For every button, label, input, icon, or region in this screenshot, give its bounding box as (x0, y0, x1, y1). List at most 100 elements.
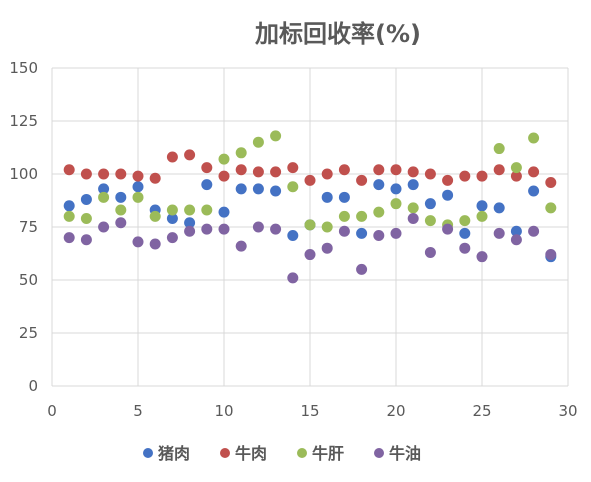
data-point (356, 174, 368, 186)
data-point (373, 164, 385, 176)
legend-item: 牛肉 (220, 444, 267, 463)
x-tick-label: 5 (133, 402, 143, 420)
data-point (545, 176, 557, 188)
x-tick-label: 20 (386, 402, 405, 420)
data-point (321, 168, 333, 180)
data-point (80, 168, 92, 180)
data-point (459, 242, 471, 254)
data-point (80, 193, 92, 205)
data-point (98, 168, 110, 180)
data-point (321, 221, 333, 233)
data-point (304, 249, 316, 261)
legend-marker (297, 448, 307, 458)
series-3 (63, 130, 557, 233)
data-point (356, 210, 368, 222)
data-point (459, 227, 471, 239)
data-point (493, 143, 505, 155)
data-point (528, 132, 540, 144)
axis-ticks: 0 25 50 75 100 125 150 0 5 10 15 20 25 30 (9, 59, 577, 420)
data-point (407, 213, 419, 225)
gridlines (51, 67, 569, 387)
legend-marker (374, 448, 384, 458)
data-point (235, 147, 247, 159)
x-tick-label: 10 (214, 402, 233, 420)
data-point (338, 164, 350, 176)
legend-label: 牛肉 (235, 444, 267, 463)
data-point (373, 229, 385, 241)
data-point (287, 162, 299, 174)
data-point (235, 164, 247, 176)
data-point (149, 210, 161, 222)
data-point (235, 240, 247, 252)
data-point (321, 191, 333, 203)
legend-label: 猪肉 (157, 444, 190, 463)
legend-item: 猪肉 (143, 444, 190, 463)
data-point (476, 210, 488, 222)
data-point (149, 238, 161, 250)
data-point (476, 251, 488, 263)
data-point (528, 185, 540, 197)
legend-label: 牛肝 (312, 444, 344, 463)
data-point (63, 210, 75, 222)
data-point (356, 263, 368, 275)
data-point (390, 227, 402, 239)
data-point (459, 170, 471, 182)
data-point (132, 181, 144, 193)
data-point (218, 223, 230, 235)
data-point (252, 183, 264, 195)
data-point (132, 236, 144, 248)
y-tick-label: 125 (9, 112, 38, 130)
data-point (98, 191, 110, 203)
data-point (356, 227, 368, 239)
data-point (338, 191, 350, 203)
x-tick-label: 25 (472, 402, 491, 420)
data-point (63, 232, 75, 244)
y-tick-label: 75 (19, 218, 38, 236)
data-point (270, 130, 282, 142)
data-point (115, 191, 127, 203)
data-point (407, 179, 419, 191)
data-point (476, 200, 488, 212)
data-point (287, 181, 299, 193)
data-point (338, 225, 350, 237)
legend-marker (143, 448, 153, 458)
data-point (321, 242, 333, 254)
data-point (390, 164, 402, 176)
data-point (80, 213, 92, 225)
data-point (218, 153, 230, 165)
data-point (184, 204, 196, 216)
data-point (510, 225, 522, 237)
data-point (510, 170, 522, 182)
data-point (270, 223, 282, 235)
data-point (149, 172, 161, 184)
data-points (63, 130, 557, 284)
data-point (270, 185, 282, 197)
data-point (407, 166, 419, 178)
legend-label: 牛油 (389, 444, 421, 463)
data-point (528, 225, 540, 237)
data-point (201, 179, 213, 191)
series-2 (63, 149, 557, 188)
data-point (166, 232, 178, 244)
data-point (476, 170, 488, 182)
data-point (459, 215, 471, 227)
data-point (166, 204, 178, 216)
data-point (390, 183, 402, 195)
data-point (132, 191, 144, 203)
y-tick-label: 25 (19, 324, 38, 342)
data-point (373, 179, 385, 191)
x-tick-label: 15 (300, 402, 319, 420)
data-point (132, 170, 144, 182)
data-point (442, 189, 454, 201)
data-point (235, 183, 247, 195)
data-point (304, 174, 316, 186)
data-point (218, 170, 230, 182)
data-point (424, 246, 436, 258)
data-point (115, 168, 127, 180)
data-point (201, 223, 213, 235)
data-point (510, 162, 522, 174)
data-point (115, 217, 127, 229)
x-tick-label: 30 (558, 402, 577, 420)
data-point (442, 223, 454, 235)
